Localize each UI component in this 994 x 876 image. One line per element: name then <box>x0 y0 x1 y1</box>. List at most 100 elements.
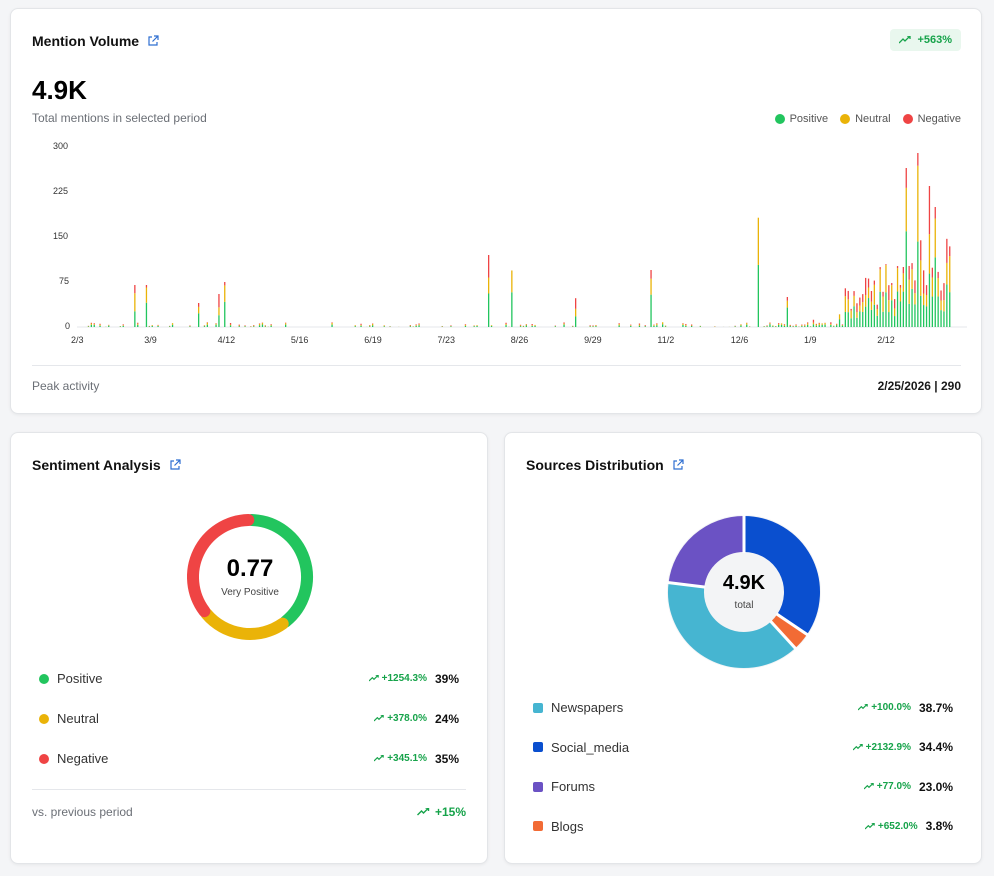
source-color-swatch <box>533 781 543 792</box>
bar-segment <box>873 284 875 305</box>
bar-segment <box>157 325 159 326</box>
x-tick: 7/23 <box>437 335 456 345</box>
bar-segment <box>940 300 942 311</box>
source-row-social_media: Social_media +2132.9% 34.4% <box>533 740 953 755</box>
bar-segment <box>119 326 121 327</box>
bar-segment <box>870 291 873 302</box>
x-tick: 9/29 <box>584 335 602 345</box>
bar-segment <box>650 294 652 327</box>
bar-segment <box>937 296 939 327</box>
source-row-newspapers: Newspapers +100.0% 38.7% <box>533 700 953 715</box>
bar-segment <box>534 324 536 326</box>
bar-segment <box>244 325 246 326</box>
y-tick: 0 <box>65 321 71 331</box>
bar-segment <box>917 241 919 327</box>
bar-segment <box>888 300 890 313</box>
bar-segment <box>575 308 577 317</box>
bar-segment <box>108 325 110 327</box>
source-percent: 23.0% <box>918 779 953 794</box>
bar-segment <box>409 325 411 327</box>
donut-slice-negative[interactable] <box>187 514 255 618</box>
bar-segment <box>870 309 873 327</box>
bar-segment <box>778 323 780 324</box>
trend-up-icon <box>858 704 868 711</box>
external-link-icon[interactable] <box>147 35 159 47</box>
bar-segment <box>464 325 467 327</box>
bar-segment <box>656 325 658 327</box>
donut-slice-forums[interactable] <box>668 516 745 588</box>
bar-segment <box>746 324 748 327</box>
bar-segment <box>476 325 478 327</box>
bar-segment <box>940 290 942 301</box>
bar-segment <box>928 186 931 235</box>
bar-segment <box>630 325 632 327</box>
bar-segment <box>920 240 922 261</box>
donut-slice-newspapers[interactable] <box>668 582 796 668</box>
bar-segment <box>383 326 385 327</box>
donut-slice-neutral[interactable] <box>200 607 289 640</box>
sentiment-score-label: Very Positive <box>221 587 279 598</box>
x-tick: 6/19 <box>364 335 382 345</box>
peak-activity-label: Peak activity <box>32 379 100 393</box>
donut-slice-positive[interactable] <box>245 514 313 628</box>
change-indicator: +345.1% <box>374 753 427 764</box>
bar-segment <box>867 278 870 288</box>
bar-segment <box>873 280 875 285</box>
trend-up-icon <box>374 715 384 722</box>
bar-segment <box>531 325 533 326</box>
bar-segment <box>789 326 791 327</box>
bar-segment <box>490 325 493 327</box>
change-indicator: +100.0% <box>858 702 911 713</box>
bar-segment <box>885 292 887 327</box>
bar-segment <box>949 246 951 257</box>
bar-segment <box>224 282 226 286</box>
bar-segment <box>807 324 809 327</box>
bar-segment <box>575 298 577 309</box>
bar-segment <box>920 295 922 327</box>
bar-segment <box>331 322 333 325</box>
bar-segment <box>833 325 835 327</box>
bar-segment <box>656 323 658 324</box>
legend-positive: Positive <box>774 113 828 125</box>
source-label: Forums <box>551 779 596 794</box>
mention-volume-chart <box>77 153 967 328</box>
donut-slice-blogs[interactable] <box>770 613 808 649</box>
bar-segment <box>476 325 478 326</box>
bar-segment <box>285 324 287 327</box>
bar-segment <box>815 324 817 326</box>
bar-segment <box>464 324 467 326</box>
bar-segment <box>830 322 832 324</box>
bar-segment <box>473 326 475 327</box>
bar-segment <box>795 324 797 326</box>
bar-segment <box>870 301 873 310</box>
bar-segment <box>203 326 206 327</box>
growth-badge: +563% <box>890 29 961 51</box>
bar-segment <box>804 325 806 327</box>
external-link-icon[interactable] <box>672 459 684 471</box>
external-link-icon[interactable] <box>169 459 181 471</box>
bar-segment <box>894 299 896 309</box>
bar-segment <box>769 322 771 324</box>
y-tick: 75 <box>59 276 70 286</box>
bar-segment <box>925 285 928 296</box>
bar-segment <box>151 325 153 326</box>
bar-segment <box>891 285 893 301</box>
bar-segment <box>873 304 875 327</box>
bar-segment <box>894 316 896 327</box>
bar-segment <box>360 325 362 327</box>
bar-segment <box>450 325 452 326</box>
change-indicator: +652.0% <box>864 821 918 832</box>
bar-segment <box>882 296 884 312</box>
bar-segment <box>943 311 945 327</box>
sentiment-row-positive: Positive +1254.3% 39% <box>39 671 459 686</box>
bar-segment <box>258 325 261 327</box>
bar-segment <box>369 325 371 327</box>
bar-segment <box>531 325 533 327</box>
bar-segment <box>215 324 217 327</box>
bar-segment <box>137 323 139 325</box>
bar-segment <box>618 323 620 325</box>
donut-slice-social_media[interactable] <box>743 516 820 635</box>
bar-segment <box>630 324 632 326</box>
bar-segment <box>946 262 948 285</box>
bar-segment <box>198 306 200 314</box>
